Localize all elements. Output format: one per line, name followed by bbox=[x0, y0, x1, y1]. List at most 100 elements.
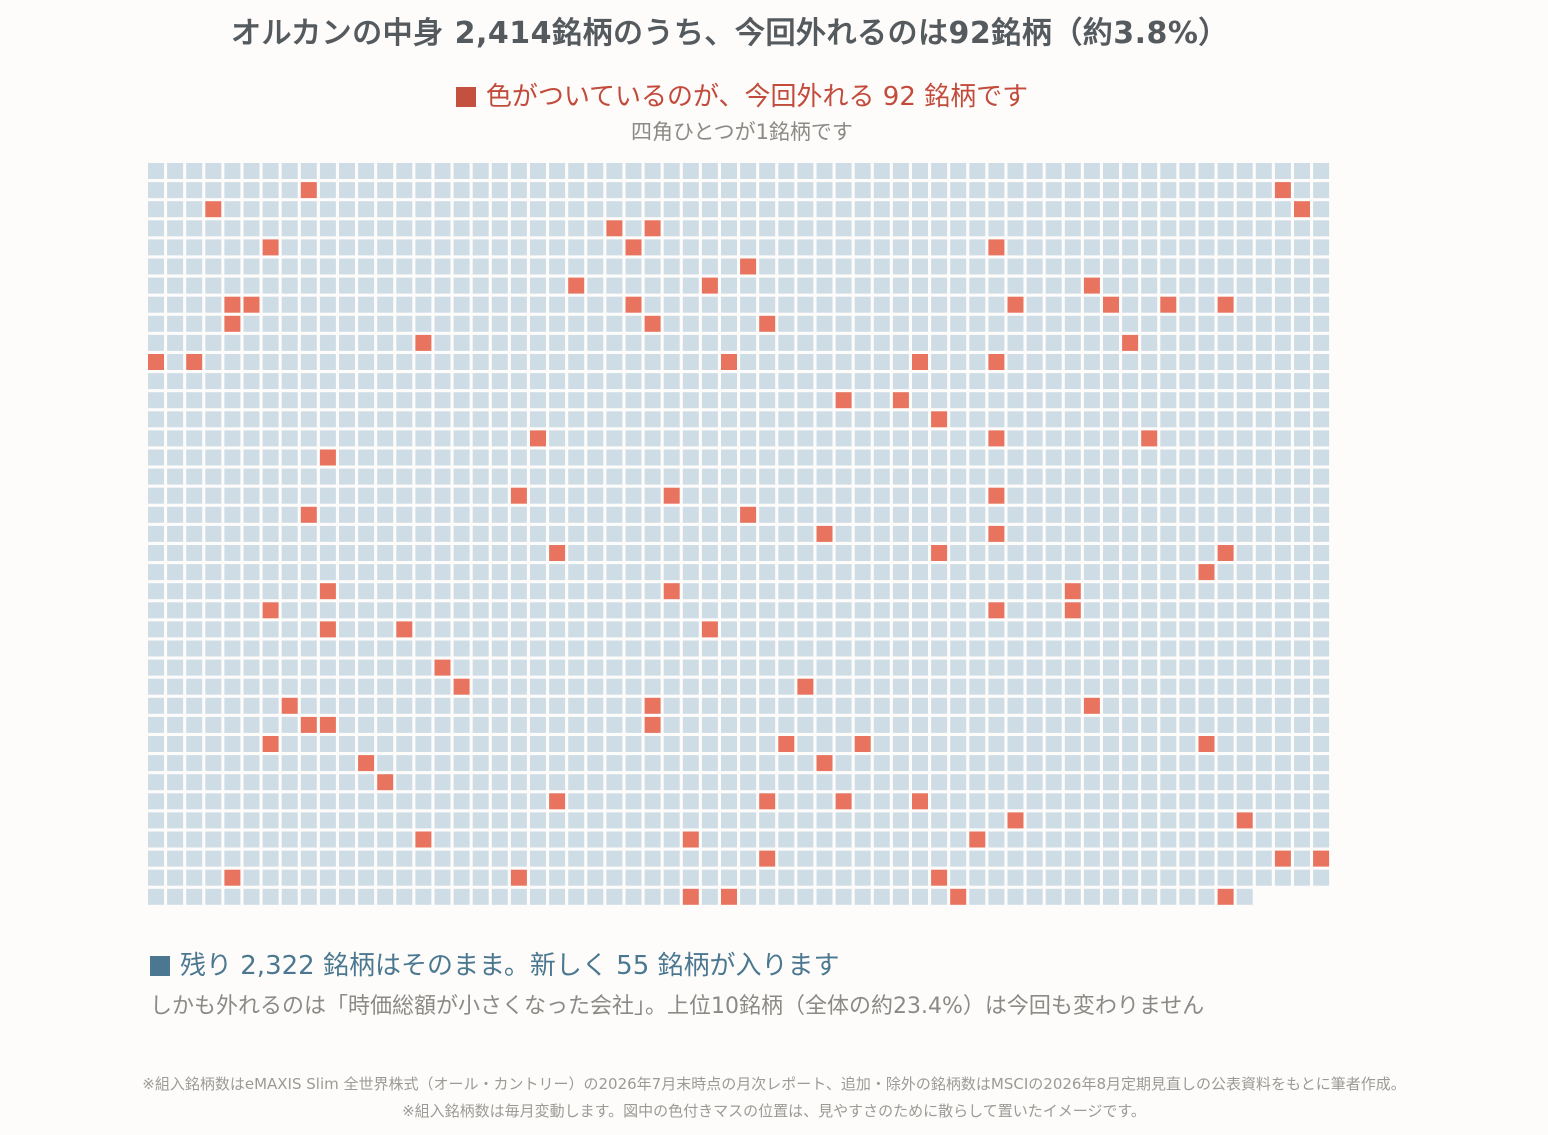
stock-cell bbox=[1026, 334, 1043, 351]
stock-cell bbox=[759, 296, 776, 313]
stock-cell bbox=[491, 239, 508, 256]
stock-cell bbox=[797, 296, 814, 313]
stock-cell bbox=[1198, 793, 1215, 810]
stock-cell bbox=[568, 793, 585, 810]
stock-cell bbox=[1217, 258, 1234, 275]
stock-cell bbox=[854, 678, 871, 695]
stock-cell bbox=[740, 392, 757, 409]
stock-cell bbox=[721, 621, 737, 638]
stock-cell bbox=[415, 545, 432, 561]
stock-cell bbox=[625, 736, 642, 752]
stock-cell bbox=[797, 468, 814, 485]
stock-cell bbox=[339, 201, 355, 218]
removed-stock-cell bbox=[988, 602, 1005, 619]
stock-cell bbox=[453, 697, 470, 714]
stock-cell bbox=[300, 850, 317, 867]
removed-stock-cell bbox=[759, 793, 776, 810]
stock-cell bbox=[1217, 201, 1234, 218]
stock-cell bbox=[1313, 736, 1330, 752]
stock-cell bbox=[1160, 659, 1177, 676]
stock-cell bbox=[912, 564, 928, 581]
stock-cell bbox=[931, 640, 948, 657]
stock-cell bbox=[339, 392, 355, 409]
stock-cell bbox=[205, 774, 222, 791]
stock-cell bbox=[1026, 182, 1043, 199]
stock-cell bbox=[721, 716, 737, 733]
stock-cell bbox=[262, 468, 279, 485]
stock-cell bbox=[491, 831, 508, 848]
stock-cell bbox=[243, 354, 260, 370]
stock-cell bbox=[1179, 220, 1196, 237]
stock-cell bbox=[854, 315, 871, 332]
stock-cell bbox=[1198, 277, 1215, 294]
stock-cell bbox=[1313, 545, 1330, 561]
stock-cell bbox=[358, 334, 375, 351]
stock-cell bbox=[606, 506, 623, 523]
stock-cell bbox=[873, 468, 890, 485]
stock-cell bbox=[453, 755, 470, 772]
stock-cell bbox=[1274, 716, 1291, 733]
stock-cell bbox=[1198, 506, 1215, 523]
stock-cell bbox=[587, 602, 604, 619]
stock-cell bbox=[1064, 697, 1081, 714]
stock-cell bbox=[663, 869, 680, 886]
stock-cell bbox=[186, 201, 203, 218]
stock-cell bbox=[873, 678, 890, 695]
stock-cell bbox=[453, 793, 470, 810]
stock-cell bbox=[912, 583, 928, 600]
stock-cell bbox=[434, 449, 451, 466]
stock-cell bbox=[530, 220, 546, 237]
stock-cell bbox=[873, 602, 890, 619]
removed-stock-cell bbox=[759, 315, 776, 332]
stock-cell bbox=[892, 697, 909, 714]
stock-cell bbox=[281, 430, 298, 447]
stock-cell bbox=[1217, 697, 1234, 714]
stock-cell bbox=[549, 163, 566, 179]
stock-cell bbox=[1007, 354, 1024, 370]
stock-cell bbox=[148, 659, 164, 676]
stock-cell bbox=[797, 411, 814, 428]
stock-cell bbox=[1122, 774, 1139, 791]
stock-cell bbox=[587, 258, 604, 275]
stock-cell bbox=[606, 430, 623, 447]
stock-cell bbox=[530, 869, 546, 886]
stock-cell bbox=[319, 755, 336, 772]
stock-cell bbox=[1045, 182, 1062, 199]
stock-cell bbox=[530, 793, 546, 810]
stock-cell bbox=[167, 850, 184, 867]
stock-cell bbox=[1103, 239, 1119, 256]
stock-cell bbox=[1217, 525, 1234, 542]
stock-cell bbox=[339, 487, 355, 504]
stock-cell bbox=[1026, 373, 1043, 390]
stock-cell bbox=[912, 487, 928, 504]
stock-cell bbox=[300, 525, 317, 542]
stock-cell bbox=[415, 487, 432, 504]
stock-cell bbox=[243, 392, 260, 409]
stock-cell bbox=[186, 411, 203, 428]
stock-cell bbox=[1313, 793, 1330, 810]
stock-cell bbox=[1274, 506, 1291, 523]
stock-cell bbox=[568, 697, 585, 714]
stock-cell bbox=[549, 812, 566, 829]
stock-cell bbox=[644, 201, 661, 218]
stock-cell bbox=[434, 583, 451, 600]
stock-cell bbox=[396, 239, 413, 256]
stock-cell bbox=[1141, 392, 1158, 409]
stock-cell bbox=[1064, 201, 1081, 218]
removed-stock-cell bbox=[797, 678, 814, 695]
stock-cell bbox=[1198, 640, 1215, 657]
stock-cell bbox=[205, 468, 222, 485]
stock-cell bbox=[759, 755, 776, 772]
stock-cell bbox=[281, 449, 298, 466]
stock-cell bbox=[797, 430, 814, 447]
stock-cell bbox=[778, 812, 795, 829]
stock-cell bbox=[701, 869, 718, 886]
stock-cell bbox=[472, 621, 489, 638]
stock-cell bbox=[319, 182, 336, 199]
stock-cell bbox=[510, 736, 527, 752]
stock-cell bbox=[549, 736, 566, 752]
stock-cell bbox=[835, 468, 852, 485]
stock-cell bbox=[759, 583, 776, 600]
stock-cell bbox=[167, 411, 184, 428]
stock-cell bbox=[510, 373, 527, 390]
